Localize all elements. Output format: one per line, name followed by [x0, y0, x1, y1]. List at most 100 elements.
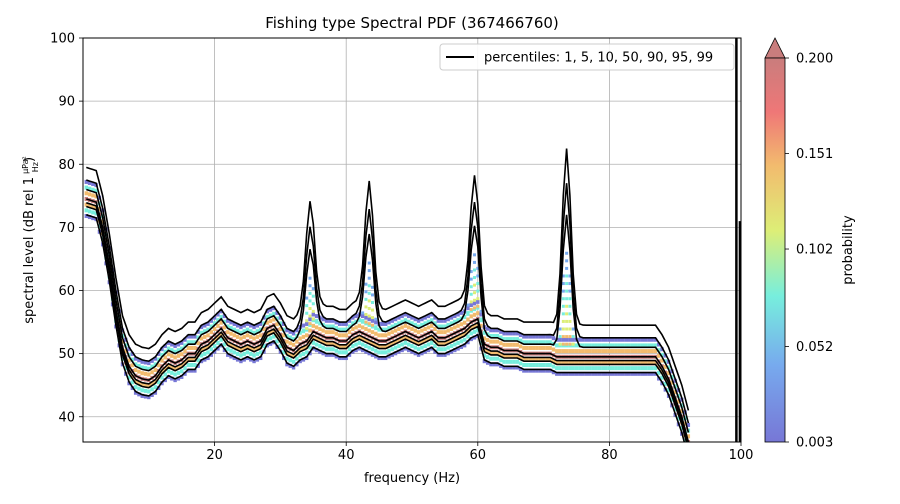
density-cell	[571, 335, 575, 339]
density-cell	[301, 357, 306, 362]
density-cell	[630, 349, 635, 354]
density-cell	[305, 321, 309, 326]
density-cell	[281, 344, 286, 349]
density-cell	[163, 366, 167, 371]
density-cell	[686, 422, 691, 427]
density-cell	[624, 371, 628, 376]
density-cell	[390, 330, 394, 335]
density-cell	[315, 318, 319, 322]
density-cell	[436, 352, 441, 357]
density-cell	[393, 322, 398, 327]
density-cell	[462, 320, 467, 325]
density-cell	[538, 368, 543, 373]
density-cell	[653, 360, 658, 365]
density-cell	[436, 318, 441, 323]
density-cell	[653, 343, 658, 348]
density-cell	[170, 348, 174, 353]
density-cell	[518, 361, 523, 366]
density-cell	[594, 366, 598, 371]
density-cell	[367, 306, 371, 310]
density-cell	[124, 349, 128, 354]
density-cell	[443, 324, 447, 329]
density-cell	[252, 359, 256, 364]
density-cell	[482, 330, 487, 335]
density-cell	[367, 276, 371, 280]
density-cell	[137, 363, 141, 368]
density-cell	[568, 360, 572, 365]
density-cell	[344, 321, 348, 326]
density-cell	[308, 314, 312, 318]
density-cell	[561, 371, 566, 376]
density-cell	[133, 356, 138, 361]
density-cell	[420, 345, 424, 350]
density-cell	[574, 349, 579, 354]
density-cell	[476, 282, 480, 286]
density-cell	[617, 366, 621, 371]
density-cell	[528, 362, 533, 367]
density-cell	[515, 331, 519, 336]
density-cell	[298, 330, 302, 335]
density-cell	[574, 366, 579, 371]
density-cell	[275, 333, 279, 338]
density-cell	[430, 346, 434, 351]
density-cell	[604, 349, 608, 354]
density-cell	[499, 329, 503, 334]
density-cell	[568, 371, 572, 376]
density-cell	[91, 210, 95, 215]
density-cell	[647, 371, 651, 376]
density-cell	[548, 362, 552, 367]
density-cell	[321, 317, 325, 322]
density-cell	[295, 362, 299, 367]
density-cell	[275, 316, 279, 321]
density-cell	[344, 333, 348, 338]
density-cell	[525, 334, 529, 339]
density-cell	[403, 340, 408, 345]
density-cell	[239, 325, 243, 330]
density-cell	[561, 337, 566, 342]
density-cell	[341, 350, 345, 355]
density-cell	[324, 341, 329, 346]
density-cell	[476, 328, 480, 333]
density-cell	[249, 357, 253, 362]
density-cell	[604, 337, 608, 342]
density-cell	[630, 360, 635, 365]
density-cell	[84, 202, 88, 207]
density-cell	[485, 360, 490, 365]
density-cell	[235, 323, 240, 328]
density-cell	[657, 342, 661, 347]
density-cell	[509, 365, 513, 370]
density-cell	[683, 438, 687, 442]
density-cell	[229, 320, 233, 325]
density-cell	[367, 317, 371, 322]
density-cell	[449, 344, 454, 349]
density-cell	[219, 332, 223, 337]
density-cell	[456, 346, 460, 351]
density-cell	[301, 346, 306, 351]
density-cell	[515, 342, 519, 347]
density-cell	[624, 349, 628, 354]
density-cell	[278, 344, 283, 349]
density-cell	[160, 347, 164, 352]
density-cell	[140, 393, 144, 398]
density-cell	[199, 353, 204, 358]
density-cell	[433, 338, 437, 343]
density-cell	[173, 366, 177, 371]
density-cell	[275, 310, 279, 315]
density-cell	[591, 349, 595, 354]
density-cell	[426, 342, 431, 347]
density-cell	[308, 284, 312, 288]
density-cell	[459, 344, 464, 349]
density-cell	[367, 339, 371, 344]
density-cell	[449, 315, 454, 320]
density-cell	[423, 338, 427, 343]
density-cell	[479, 340, 483, 345]
density-cell	[193, 340, 197, 345]
density-cell	[285, 356, 289, 361]
density-cell	[660, 352, 664, 357]
density-cell	[591, 343, 595, 348]
density-cell	[147, 361, 151, 366]
density-cell	[383, 321, 388, 326]
density-cell	[163, 372, 167, 377]
density-cell	[617, 360, 621, 365]
density-cell	[469, 325, 473, 330]
